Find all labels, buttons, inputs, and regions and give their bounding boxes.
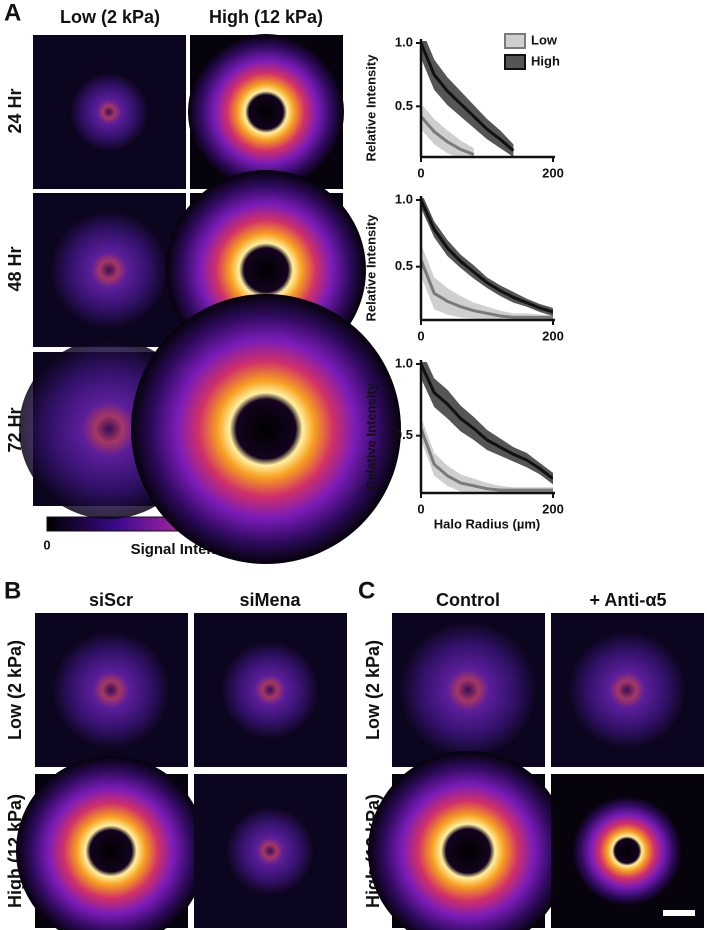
micrograph (194, 613, 347, 767)
micrograph (16, 756, 206, 930)
column-header: Low (2 kPa) (60, 7, 160, 27)
error-band (421, 244, 553, 320)
x-tick-label: 200 (542, 501, 564, 516)
signal (49, 210, 169, 330)
row-header: Low (2 kPa) (363, 640, 383, 740)
scale-bar (663, 910, 695, 916)
x-tick-label: 0 (417, 165, 424, 180)
x-tick-label: 200 (542, 165, 564, 180)
row-header: High (12 kPa) (5, 794, 25, 908)
y-tick-label: 0.5 (395, 258, 413, 273)
signal (225, 806, 315, 896)
legend-label: Low (531, 32, 558, 47)
colorbar-min: 0 (43, 537, 50, 552)
column-header: High (12 kPa) (209, 7, 323, 27)
x-tick-label: 0 (417, 328, 424, 343)
series-line (421, 363, 553, 480)
signal (567, 630, 687, 750)
y-tick-label: 0.5 (395, 98, 413, 113)
series-line (421, 259, 553, 319)
column-header: Control (436, 590, 500, 610)
x-tick-label: 0 (417, 501, 424, 516)
legend-label: High (531, 53, 560, 68)
column-header: siScr (89, 590, 133, 610)
row-header: Low (2 kPa) (5, 640, 25, 740)
y-tick-label: 1.0 (395, 355, 413, 370)
micrograph (551, 774, 704, 928)
row-header: 24 Hr (5, 88, 25, 133)
error-band (421, 362, 553, 485)
signal (51, 630, 171, 750)
micrograph (551, 613, 704, 767)
series-line (421, 199, 553, 314)
signal (188, 34, 344, 190)
panel-label: C (358, 577, 375, 604)
signal (220, 640, 320, 740)
y-tick-label: 0.5 (395, 427, 413, 442)
y-tick-label: 1.0 (395, 34, 413, 49)
y-axis-label: Relative Intensity (363, 382, 378, 490)
row-header: 48 Hr (5, 246, 25, 291)
x-tick-label: 200 (542, 328, 564, 343)
panel-label: B (4, 577, 21, 604)
micrograph (35, 613, 188, 767)
x-axis-label: Halo Radius (µm) (434, 516, 540, 531)
signal (69, 72, 149, 152)
y-axis-label: Relative Intensity (363, 214, 378, 322)
micrograph (368, 751, 568, 930)
series-line (421, 42, 515, 152)
micrograph (392, 613, 545, 767)
panel-label: A (4, 0, 21, 26)
legend-swatch (504, 54, 526, 70)
y-tick-label: 1.0 (395, 191, 413, 206)
error-band (421, 417, 553, 493)
signal (16, 756, 206, 930)
error-band (421, 198, 553, 316)
micrograph (33, 193, 186, 347)
column-header: + Anti-α5 (590, 590, 667, 610)
series-line (421, 115, 475, 156)
column-header: siMena (239, 590, 301, 610)
y-axis-label: Relative Intensity (363, 54, 378, 162)
micrograph (188, 34, 344, 190)
signal (368, 751, 568, 930)
error-band (421, 41, 514, 157)
error-band (421, 103, 474, 157)
micrograph (131, 294, 401, 564)
signal (131, 294, 401, 564)
signal (572, 796, 682, 906)
legend-swatch (504, 33, 526, 49)
signal (398, 620, 538, 760)
micrograph (33, 35, 186, 189)
micrograph (194, 774, 347, 928)
series-line (421, 427, 553, 492)
